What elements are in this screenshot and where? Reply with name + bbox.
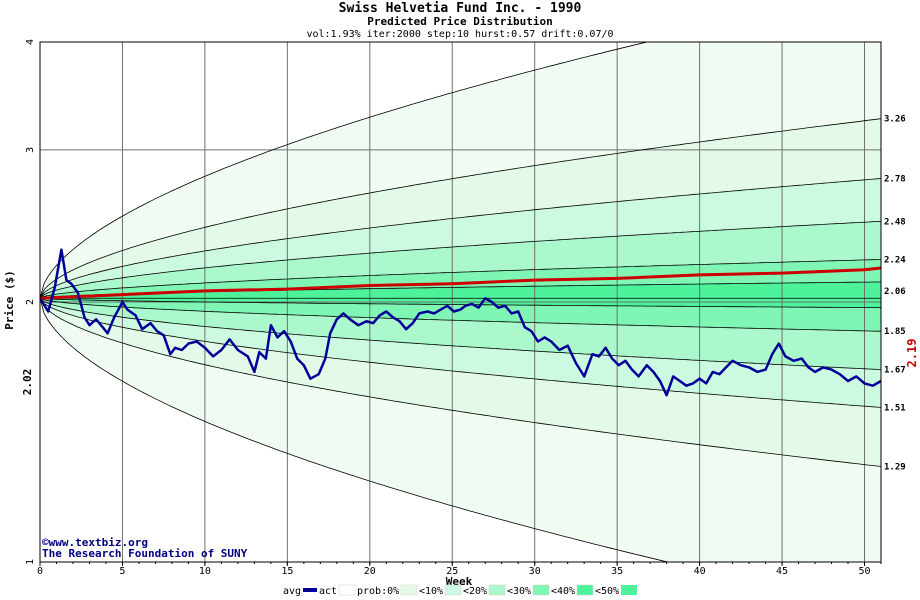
band-boundary [40, 298, 881, 408]
legend-swatch-1 [303, 588, 317, 592]
plot-frame [39, 41, 882, 563]
band-boundary [40, 298, 881, 467]
band-5 [40, 281, 881, 308]
y-tick-label: 1 [25, 559, 36, 565]
right-price-label: 1.67 [884, 366, 906, 376]
avg-series-line [40, 266, 881, 300]
act-series-line [40, 248, 881, 397]
legend-swatch-6 [532, 584, 550, 596]
y-tick-label: 4 [25, 39, 36, 45]
band-boundary [40, 42, 649, 299]
x-tick-label: 15 [281, 566, 293, 577]
right-price-label: 1.85 [884, 327, 906, 337]
x-tick-label: 30 [529, 566, 541, 577]
x-tick-label: 10 [199, 566, 211, 577]
y-axis-label: Price ($) [3, 270, 16, 330]
legend-swatch-3 [400, 584, 418, 596]
x-tick-label: 35 [611, 566, 623, 577]
band-boundary [40, 297, 881, 332]
end-average-label: 2.19 [905, 339, 919, 368]
chart-params: vol:1.93% iter:2000 step:10 hurst:0.57 d… [306, 29, 613, 40]
x-tick-label: 25 [446, 566, 458, 577]
legend-label-6: <40% [551, 586, 575, 597]
watermark-organization: The Research Foundation of SUNY [42, 547, 248, 560]
band-boundary [40, 220, 881, 299]
band-boundary [40, 297, 881, 370]
band-boundary [40, 298, 670, 562]
x-tick-label: 5 [119, 566, 125, 577]
right-price-label: 3.26 [884, 115, 906, 125]
series-lines [40, 248, 881, 397]
band-boundary [40, 118, 881, 299]
right-price-label: 2.78 [884, 174, 906, 184]
start-price-label: 2.02 [21, 369, 34, 396]
legend-label-2: prob:0% [357, 586, 399, 597]
x-tick-label: 50 [858, 566, 870, 577]
y-tick-label: 2 [25, 299, 36, 305]
legend-swatch-5 [488, 584, 506, 596]
legend-label-4: <20% [463, 586, 487, 597]
legend-swatch-4 [444, 584, 462, 596]
x-tick-label: 0 [37, 566, 43, 577]
right-price-label: 2.06 [884, 287, 906, 297]
plot-border [39, 41, 882, 563]
chart-subtitle: Predicted Price Distribution [367, 15, 552, 28]
right-price-label: 1.29 [884, 462, 906, 472]
right-price-label: 1.51 [884, 403, 906, 413]
band-boundary [40, 259, 881, 299]
right-price-labels: 3.26 2.78 2.48 2.24 2.06 1.85 1.67 1.51 1.29 [884, 115, 906, 473]
watermark-url: ©www.textbiz.org [42, 536, 148, 549]
x-tick-label: 20 [364, 566, 376, 577]
x-tick-label: 40 [694, 566, 706, 577]
x-tick-label: 45 [776, 566, 788, 577]
right-price-label: 2.24 [884, 255, 906, 265]
y-tick-label: 3 [25, 147, 36, 153]
band-boundary [40, 297, 881, 309]
legend: avg act prob:0% <10% <20% <30% <40% <50% [283, 584, 637, 597]
legend-swatch-end [621, 585, 637, 595]
x-axis-ticks: 0 5 10 15 20 25 30 35 40 45 50 [37, 562, 882, 577]
legend-label-1: act [319, 586, 337, 597]
legend-swatch-2 [338, 584, 356, 596]
right-price-label: 2.48 [884, 217, 906, 227]
band-boundary [40, 178, 881, 299]
legend-label-0: avg [283, 586, 301, 597]
legend-label-5: <30% [507, 586, 531, 597]
chart-title: Swiss Helvetia Fund Inc. - 1990 [339, 1, 582, 16]
legend-label-7: <50% [595, 586, 619, 597]
legend-label-3: <10% [419, 586, 443, 597]
legend-swatch-7 [576, 584, 594, 596]
y-axis-ticks: 1 2 3 4 [25, 39, 36, 565]
